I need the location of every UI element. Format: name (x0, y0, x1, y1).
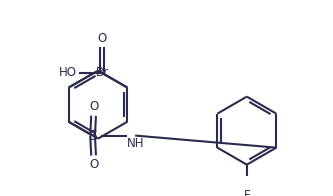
Text: S: S (88, 129, 97, 142)
Text: O: O (89, 100, 98, 113)
Text: O: O (89, 158, 98, 171)
Text: NH: NH (127, 137, 145, 151)
Text: F: F (243, 189, 250, 196)
Text: Br: Br (96, 66, 109, 80)
Text: O: O (98, 32, 107, 45)
Text: HO: HO (59, 66, 77, 80)
